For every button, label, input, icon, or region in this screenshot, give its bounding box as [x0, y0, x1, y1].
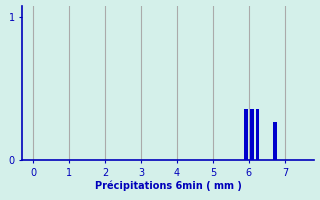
Bar: [244, 109, 248, 160]
Bar: [256, 109, 259, 160]
X-axis label: Précipitations 6min ( mm ): Précipitations 6min ( mm ): [95, 180, 241, 191]
Bar: [250, 109, 253, 160]
Bar: [273, 121, 276, 160]
